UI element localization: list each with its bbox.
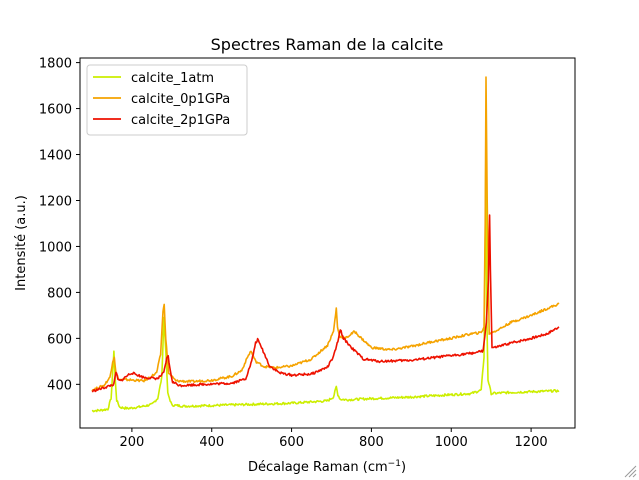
x-axis-label-suffix: ) <box>401 460 406 475</box>
series-line-calcite_1atm <box>91 134 560 413</box>
x-axis-label: Décalage Raman (cm−1) <box>248 459 406 475</box>
x-axis-label-superscript: −1 <box>388 459 401 469</box>
y-tick-label: 1800 <box>39 57 72 72</box>
x-tick-label: 800 <box>359 435 384 450</box>
x-tick-label: 200 <box>119 435 144 450</box>
y-tick-label: 1400 <box>39 149 72 164</box>
x-tick-label: 1200 <box>515 435 548 450</box>
y-axis-label: Intensité (a.u.) <box>14 195 29 291</box>
y-tick-label: 1600 <box>39 103 72 118</box>
legend-box <box>86 64 248 136</box>
y-tick-label: 800 <box>47 286 72 301</box>
series-layer <box>91 76 560 413</box>
x-tick-label: 1000 <box>435 435 468 450</box>
y-axis-ticks: 400 600 800 1000 1200 1400 1600 1800 <box>39 57 80 393</box>
plot-frame <box>79 57 576 429</box>
y-tick-label: 1000 <box>39 240 72 255</box>
y-tick-label: 1200 <box>39 194 72 209</box>
y-tick-label: 600 <box>47 332 72 347</box>
legend-label-calcite_0p1GPa: calcite_0p1GPa <box>131 92 230 107</box>
series-line-calcite_2p1GPa <box>91 214 560 393</box>
legend-label-calcite_1atm: calcite_1atm <box>131 71 214 86</box>
series-line-calcite_0p1GPa <box>91 76 560 392</box>
resize-grip-icon[interactable] <box>623 464 637 478</box>
x-tick-label: 400 <box>199 435 224 450</box>
x-axis-label-prefix: Décalage Raman (cm <box>248 460 388 475</box>
chart-title: Spectres Raman de la calcite <box>211 35 444 54</box>
legend-label-calcite_2p1GPa: calcite_2p1GPa <box>131 113 230 128</box>
x-axis-ticks: 200 400 600 800 1000 1200 <box>119 428 548 450</box>
y-tick-label: 400 <box>47 378 72 393</box>
x-tick-label: 600 <box>279 435 304 450</box>
legend: calcite_1atm calcite_0p1GPa calcite_2p1GPa <box>86 64 248 136</box>
